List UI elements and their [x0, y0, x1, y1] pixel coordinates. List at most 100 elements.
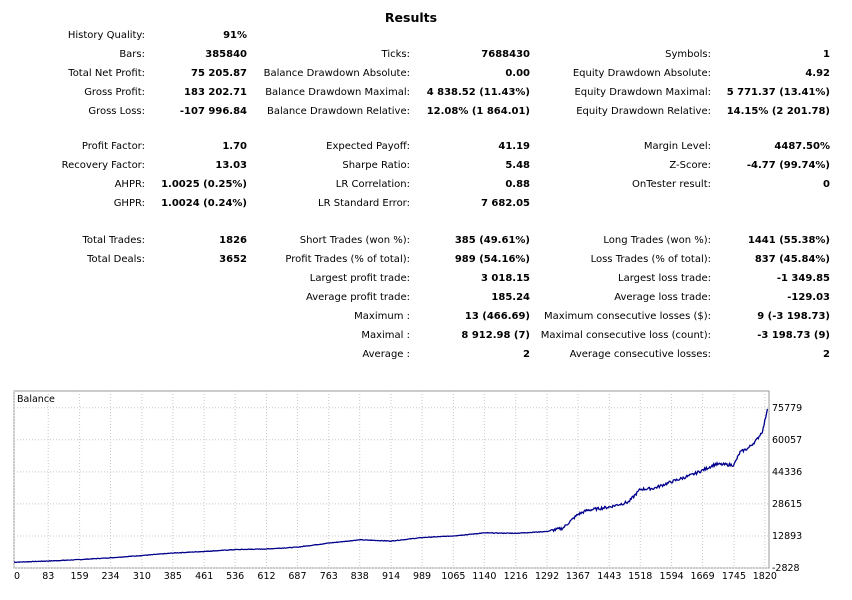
stat-label: Profit Factor: — [81, 141, 145, 152]
stat-label: Expected Payoff: — [326, 141, 410, 152]
stat-value: 13.03 — [215, 160, 247, 171]
stat-value: 2 — [523, 349, 530, 360]
x-tick-label: 83 — [42, 571, 54, 582]
stat-value: 1441 (55.38%) — [747, 235, 830, 246]
stat-value: -3 198.73 (9) — [757, 330, 830, 341]
chart-title: Balance — [17, 394, 55, 405]
x-tick-label: 1367 — [566, 571, 590, 582]
stat-label: Average : — [362, 349, 410, 360]
stat-label: Largest profit trade: — [309, 273, 410, 284]
stat-value: 1 — [823, 49, 830, 60]
stat-value: 989 (54.16%) — [454, 254, 530, 265]
stat-label: Maximum : — [354, 311, 410, 322]
stat-value: 1826 — [219, 235, 247, 246]
x-tick-label: 461 — [195, 571, 213, 582]
stat-label: Z-Score: — [669, 160, 711, 171]
x-tick-label: 536 — [226, 571, 244, 582]
x-tick-label: 0 — [14, 571, 20, 582]
balance-chart: Balance -2828 12893 28615 44336 60057 75779 0… — [13, 390, 802, 582]
stat-value: 41.19 — [498, 141, 530, 152]
stat-value: -1 349.85 — [776, 273, 830, 284]
x-tick-label: 1065 — [441, 571, 465, 582]
stat-value: 7 682.05 — [480, 198, 530, 209]
stat-label: Loss Trades (% of total): — [590, 254, 711, 265]
results-stats: History Quality: 91% Bars: 385840 Total Net … — [62, 30, 830, 360]
x-tick-label: 1745 — [722, 571, 746, 582]
stat-label: Long Trades (won %): — [603, 235, 711, 246]
stat-value: 9 (-3 198.73) — [757, 311, 830, 322]
chart-grid — [13, 391, 769, 569]
stat-label: Bars: — [119, 49, 145, 60]
stat-value: 4487.50% — [774, 141, 830, 152]
stat-label: Short Trades (won %): — [299, 235, 410, 246]
stat-value: 5 771.37 (13.41%) — [726, 87, 830, 98]
stat-value: -4.77 (99.74%) — [746, 160, 830, 171]
stat-label: Margin Level: — [643, 141, 711, 152]
stat-label: Total Deals: — [87, 254, 145, 265]
x-tick-label: 1669 — [690, 571, 714, 582]
x-tick-label: 1820 — [753, 571, 777, 582]
y-tick-label: -2828 — [772, 563, 800, 574]
y-tick-label: 44336 — [772, 467, 802, 478]
x-tick-label: 310 — [133, 571, 151, 582]
x-tick-label: 914 — [382, 571, 400, 582]
stat-label: LR Standard Error: — [318, 198, 410, 209]
stat-label: LR Correlation: — [335, 179, 410, 190]
stat-value: 5.48 — [505, 160, 530, 171]
balance-series-line — [14, 408, 768, 564]
x-tick-label: 1443 — [597, 571, 621, 582]
stat-label: Gross Profit: — [84, 87, 145, 98]
y-tick-label: 12893 — [772, 531, 802, 542]
stat-label: Equity Drawdown Maximal: — [574, 87, 711, 98]
stat-label: Average profit trade: — [305, 292, 410, 303]
y-tick-label: 28615 — [772, 499, 802, 510]
stat-label: Balance Drawdown Absolute: — [263, 68, 410, 79]
stat-label: Average consecutive losses: — [569, 349, 711, 360]
stat-value: 1.0025 (0.25%) — [161, 179, 247, 190]
stat-label: Balance Drawdown Maximal: — [265, 87, 410, 98]
x-tick-label: 159 — [71, 571, 89, 582]
x-axis-ticks: 0 83 159 234 310 385 461 536 612 687 763 838 914 989 1… — [14, 571, 777, 582]
stat-label: Sharpe Ratio: — [342, 160, 410, 171]
stat-value: 12.08% (1 864.01) — [426, 106, 530, 117]
x-tick-label: 385 — [164, 571, 182, 582]
stat-label: Total Net Profit: — [68, 68, 145, 79]
stat-label: Gross Loss: — [88, 106, 145, 117]
stat-label: AHPR: — [114, 179, 145, 190]
stat-label: OnTester result: — [631, 179, 711, 190]
stat-value: 2 — [823, 349, 830, 360]
stat-label: Equity Drawdown Relative: — [576, 106, 711, 117]
stat-label: Profit Trades (% of total): — [285, 254, 410, 265]
stat-value: 385 (49.61%) — [454, 235, 530, 246]
x-tick-label: 1292 — [535, 571, 559, 582]
x-tick-label: 1216 — [504, 571, 528, 582]
stat-value: 0 — [823, 179, 830, 190]
stat-label: Ticks: — [381, 49, 410, 60]
stat-value: 4.92 — [805, 68, 830, 79]
stat-value: 14.15% (2 201.78) — [726, 106, 830, 117]
x-tick-label: 1140 — [472, 571, 496, 582]
results-title: Results — [384, 10, 438, 25]
stat-value: 837 (45.84%) — [754, 254, 830, 265]
x-tick-label: 1518 — [628, 571, 652, 582]
stat-value: 0.00 — [505, 68, 530, 79]
stat-label: Equity Drawdown Absolute: — [572, 68, 711, 79]
stat-value: -107 996.84 — [179, 106, 247, 117]
stat-value: 0.88 — [505, 179, 530, 190]
x-tick-label: 687 — [288, 571, 306, 582]
stat-value: 183 202.71 — [184, 87, 247, 98]
stat-label: GHPR: — [113, 198, 145, 209]
stat-value: 185.24 — [491, 292, 530, 303]
stat-value: 75 205.87 — [191, 68, 247, 79]
stat-label: Maximal consecutive loss (count): — [540, 330, 711, 341]
stat-label: Balance Drawdown Relative: — [266, 106, 410, 117]
stat-value: 7688430 — [481, 49, 530, 60]
stat-label: Symbols: — [665, 49, 711, 60]
x-tick-label: 234 — [101, 571, 119, 582]
y-axis-ticks: -2828 12893 28615 44336 60057 75779 — [772, 403, 802, 574]
x-tick-label: 1594 — [660, 571, 684, 582]
stat-label: Average loss trade: — [614, 292, 711, 303]
stat-value: 1.70 — [222, 141, 247, 152]
stat-value: 8 912.98 (7) — [461, 330, 530, 341]
x-tick-label: 838 — [351, 571, 369, 582]
